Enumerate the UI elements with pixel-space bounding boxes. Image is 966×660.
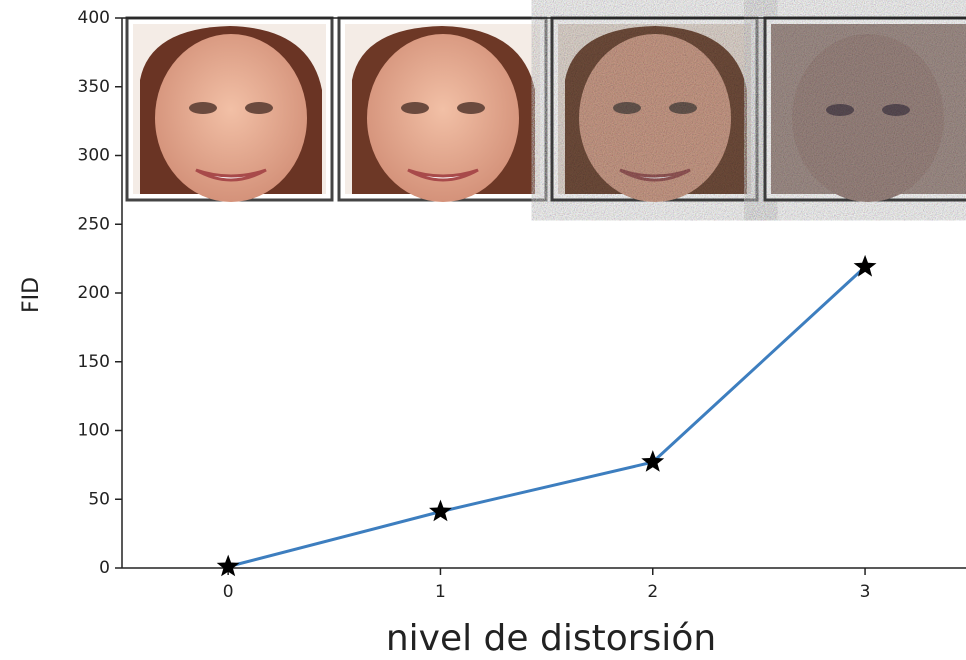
face-panel	[339, 18, 546, 202]
face-panel	[552, 18, 757, 202]
face-panel	[127, 18, 332, 202]
x-tick-label: 1	[435, 582, 446, 602]
face-images	[127, 18, 966, 202]
x-axis-label: nivel de distorsión	[386, 618, 716, 659]
x-tick-label: 2	[647, 582, 658, 602]
chart: nivel de distorsión FID 0 50 100 150 200 250 3…	[0, 0, 966, 660]
face-panel	[765, 18, 966, 202]
y-tick-label: 250	[78, 214, 110, 234]
y-axis-label: FID	[19, 277, 44, 313]
y-tick-label: 400	[78, 8, 110, 28]
y-tick-label: 100	[78, 421, 110, 441]
data-line	[228, 267, 865, 567]
x-tick-label: 0	[223, 582, 234, 602]
y-tick-label: 200	[78, 283, 110, 303]
x-tick-label: 3	[860, 582, 871, 602]
star-marker	[429, 500, 452, 522]
y-tick-label: 300	[78, 146, 110, 166]
y-tick-label: 0	[99, 558, 110, 578]
y-tick-label: 50	[88, 489, 110, 509]
y-tick-label: 350	[78, 77, 110, 97]
y-tick-label: 150	[78, 352, 110, 372]
